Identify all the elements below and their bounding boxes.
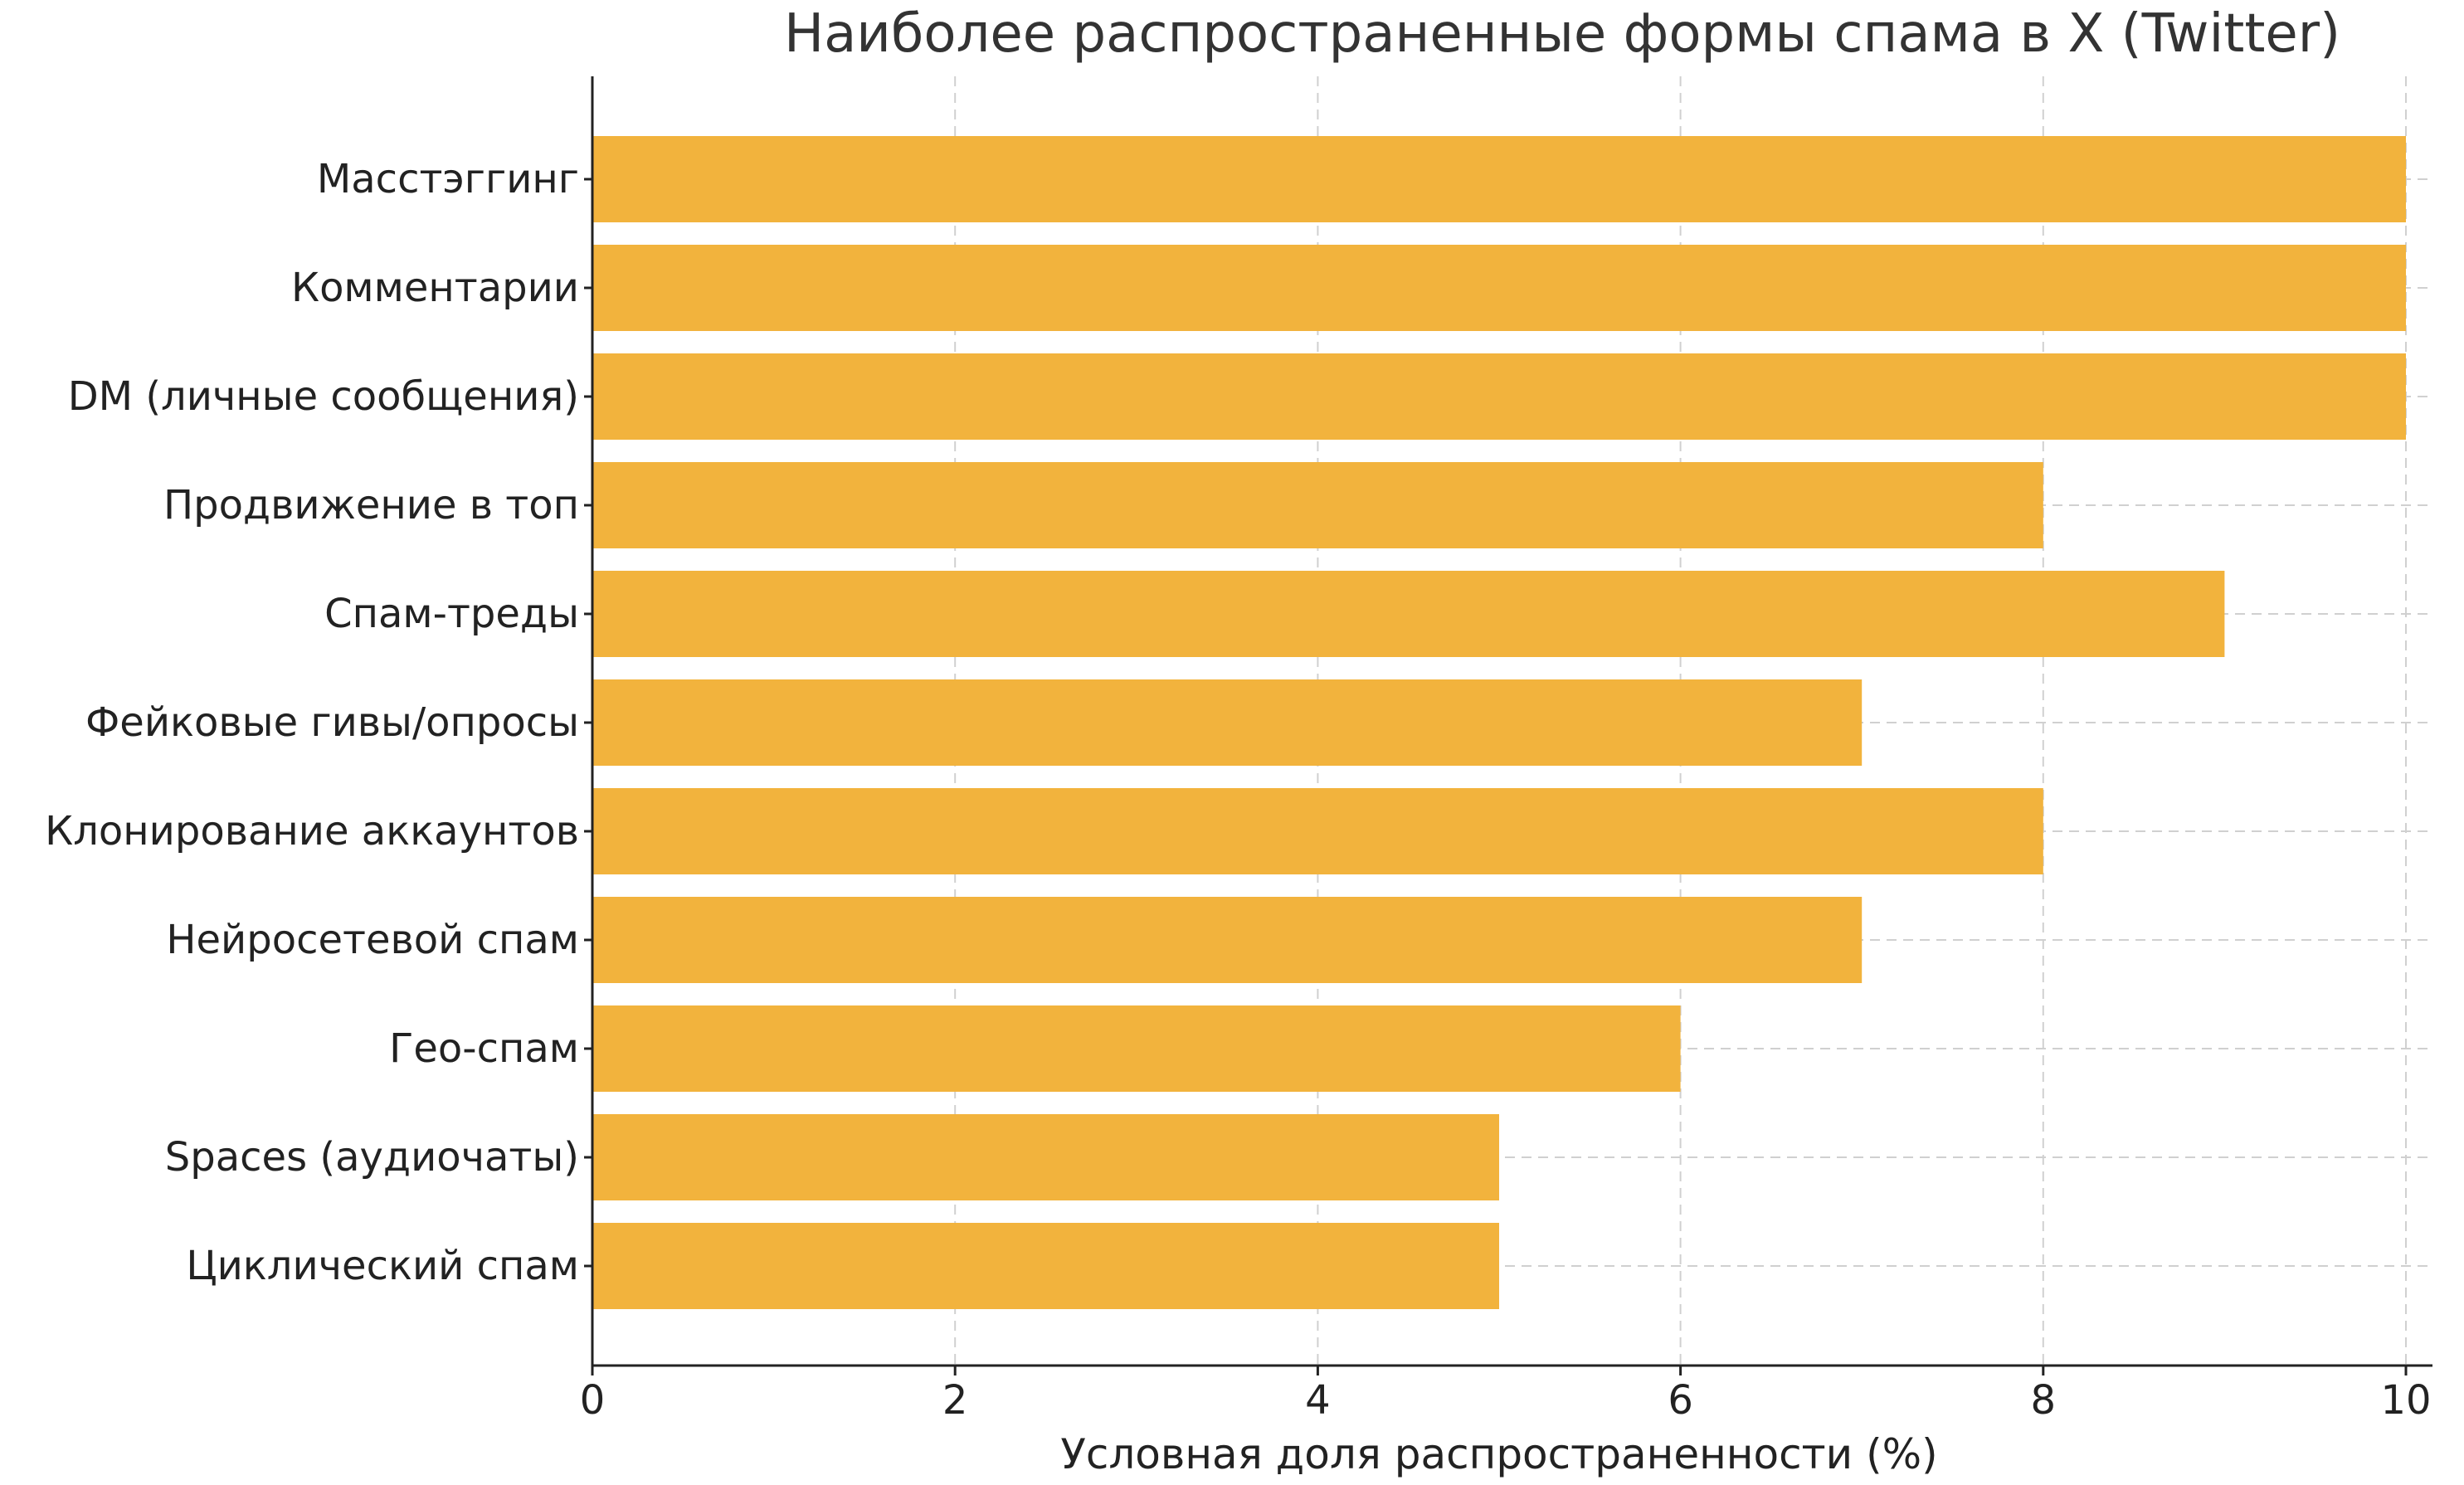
category-label-5: Фейковые гивы/опросы: [85, 699, 579, 746]
bar-1: [592, 245, 2406, 331]
x-tick-label-4: 8: [2031, 1377, 2057, 1424]
chart-title: Наиболее распространенные формы спама в …: [784, 3, 2340, 65]
category-label-1: Комментарии: [291, 265, 579, 311]
x-tick-label-0: 0: [580, 1377, 606, 1424]
bar-9: [592, 1114, 1499, 1200]
category-label-6: Клонирование аккаунтов: [45, 808, 579, 854]
category-labels: Масстэггинг Комментарии DM (личные сообщен…: [45, 156, 592, 1289]
bar-6: [592, 788, 2043, 874]
bar-3: [592, 462, 2043, 548]
x-tick-label-5: 10: [2380, 1377, 2431, 1424]
category-label-10: Циклический спам: [186, 1243, 579, 1289]
category-label-9: Spaces (аудиочаты): [165, 1134, 579, 1181]
bar-8: [592, 1005, 1681, 1092]
category-label-7: Нейросетевой спам: [166, 917, 579, 963]
bar-0: [592, 136, 2406, 222]
bars: [592, 136, 2406, 1309]
category-label-3: Продвижение в топ: [163, 482, 579, 528]
bar-7: [592, 897, 1863, 983]
bar-2: [592, 353, 2406, 440]
x-ticks: 0 2 4 6 8 10: [580, 1366, 2432, 1424]
axes: [591, 76, 2432, 1367]
bar-4: [592, 571, 2225, 657]
bar-5: [592, 679, 1863, 766]
category-label-0: Масстэггинг: [317, 156, 579, 202]
bar-10: [592, 1223, 1499, 1309]
category-label-4: Спам-треды: [324, 591, 579, 637]
x-tick-label-3: 6: [1668, 1377, 1693, 1424]
x-axis-label: Условная доля распространенности (%): [1060, 1430, 1937, 1478]
category-label-8: Гео-спам: [389, 1025, 579, 1072]
category-label-2: DM (личные сообщения): [68, 373, 579, 420]
x-tick-label-2: 4: [1305, 1377, 1331, 1424]
x-tick-label-1: 2: [942, 1377, 968, 1424]
